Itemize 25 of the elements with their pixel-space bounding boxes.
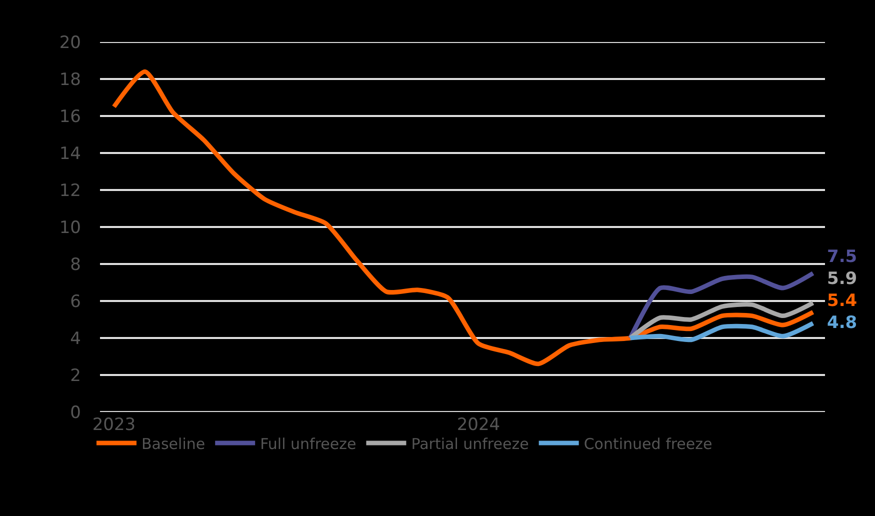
y-tick-label: 14 xyxy=(59,144,81,164)
line-series xyxy=(628,271,816,340)
annotation: 4.8 xyxy=(827,313,858,333)
annotation: 7.5 xyxy=(827,247,858,267)
annotation: 5.4 xyxy=(827,291,858,311)
y-tick-label: 8 xyxy=(70,254,81,275)
annotation: 5.9 xyxy=(827,269,858,289)
legend-label: Full unfreeze xyxy=(260,434,356,453)
y-tick-label: 20 xyxy=(59,32,81,53)
legend-label: Partial unfreeze xyxy=(411,434,529,453)
y-tick-label: 4 xyxy=(70,328,81,349)
x-tick-label: 2024 xyxy=(456,415,500,435)
x-tick-label: 2023 xyxy=(92,415,136,435)
y-tick-label: 2 xyxy=(70,366,81,386)
y-tick-label: 10 xyxy=(59,218,81,238)
line-series xyxy=(628,300,816,340)
y-tick-label: 0 xyxy=(70,402,81,423)
y-tick-label: 18 xyxy=(59,70,81,90)
y-tick-label: 12 xyxy=(59,180,81,201)
y-tick-label: 6 xyxy=(70,292,81,312)
y-tick-label: 16 xyxy=(59,106,81,127)
line-series xyxy=(112,69,816,366)
legend-label: Continued freeze xyxy=(584,434,712,453)
legend-label: Baseline xyxy=(142,434,206,453)
line-series xyxy=(628,320,816,342)
